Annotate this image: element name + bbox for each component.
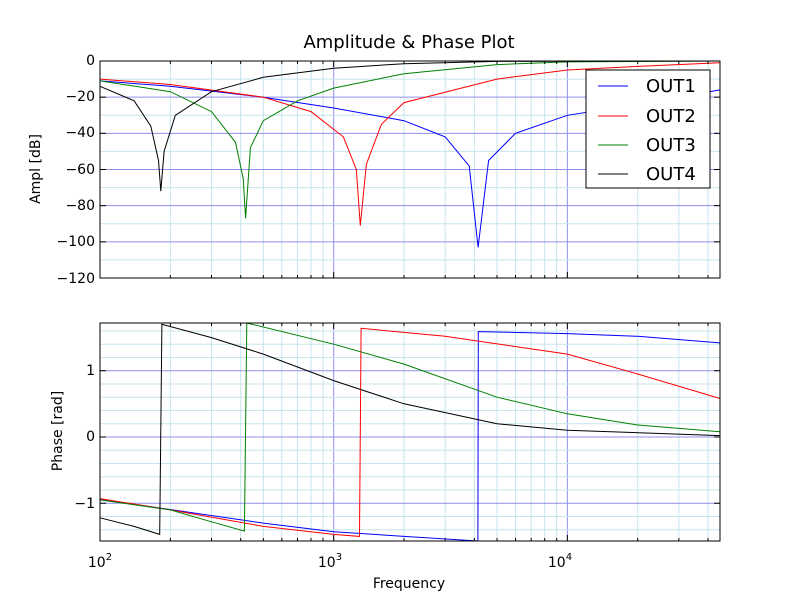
amp-y-tick-label: −120 [57, 271, 95, 287]
phase-grid [99, 323, 720, 541]
x-tick-label: 103 [318, 552, 342, 571]
phase-ticks [99, 323, 720, 541]
legend-label-out2: OUT2 [646, 106, 696, 127]
phase-y-axis-label: Phase [rad] [50, 391, 66, 471]
x-tick-label: 102 [88, 552, 112, 571]
phase-y-tick-labels: 1 0 −1 [74, 363, 95, 512]
amplitude-lines [99, 60, 721, 248]
series-line-out3 [99, 322, 721, 532]
legend: OUT1 OUT2 OUT3 OUT4 [585, 69, 711, 189]
series-line-out2 [99, 327, 721, 537]
legend-label-out1: OUT1 [646, 76, 696, 97]
series-line-out4 [99, 323, 721, 536]
x-tick-label: 104 [548, 552, 572, 571]
amp-y-tick-label: −80 [65, 198, 95, 214]
amp-y-tick-label: −60 [65, 162, 95, 178]
legend-label-out4: OUT4 [646, 164, 696, 185]
legend-label-out3: OUT3 [646, 135, 696, 156]
amplitude-y-tick-labels: 0 −20 −40 −60 −80 −100 −120 [57, 53, 95, 287]
phase-frame [99, 322, 721, 542]
x-axis-label: Frequency [373, 576, 445, 592]
amp-y-tick-label: −100 [57, 234, 95, 250]
series-line-out2 [99, 62, 721, 226]
amp-y-tick-label: −20 [65, 89, 95, 105]
phase-y-tick-label: 0 [86, 429, 95, 445]
amp-y-tick-label: 0 [86, 53, 95, 69]
amplitude-ticks [99, 60, 720, 279]
chart-title: Amplitude & Phase Plot [303, 32, 514, 53]
phase-y-tick-label: 1 [86, 363, 95, 379]
amp-y-tick-label: −40 [65, 125, 95, 141]
amplitude-plot: 0 −20 −40 −60 −80 −100 −120 Ampl [dB] OU… [28, 53, 721, 287]
phase-plot: 1 0 −1 Phase [rad] 102 103 104 Frequency [50, 322, 721, 592]
legend-box [585, 69, 711, 189]
series-line-out3 [99, 60, 721, 219]
phase-y-tick-label: −1 [74, 496, 95, 512]
amplitude-y-axis-label: Ampl [dB] [28, 134, 44, 204]
